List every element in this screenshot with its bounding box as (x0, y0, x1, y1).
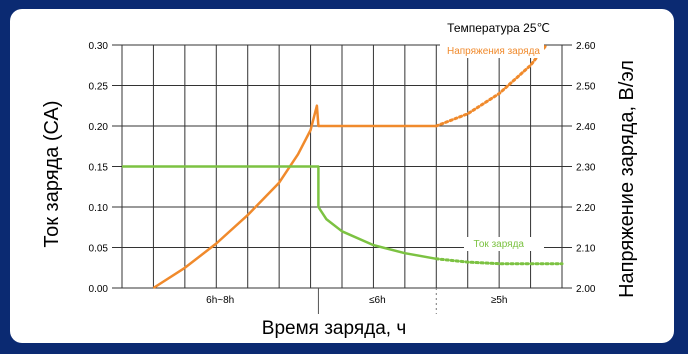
series-line-solid (122, 165, 437, 261)
y-tick-label-left: 0.00 (89, 284, 109, 295)
y-tick-label-left: 0.15 (89, 163, 109, 174)
series-labels: Напряжения заряда Ток заряда (440, 44, 544, 251)
x-sections: 6h~8h ≤6h ≥5h (112, 287, 572, 314)
series-line-solid (152, 104, 437, 290)
series-label-voltage: Напряжения заряда (447, 46, 540, 57)
temperature-annotation: Температура 25℃ (447, 21, 550, 35)
x-axis-label: Время заряда, ч (262, 318, 406, 339)
y-tick-label-left: 0.30 (89, 41, 109, 52)
y-axis-label-right: Напряжение заряда, В/эл (616, 60, 638, 298)
series-label-current: Ток заряда (474, 239, 525, 250)
y-tick-label-right: 2.30 (576, 163, 596, 174)
y-tick-label-right: 2.60 (576, 41, 596, 52)
y-ticks-left: 0.00 0.05 0.10 0.15 0.20 0.25 0.30 (89, 41, 109, 295)
chart-panel: Ток заряда (СА) Напряжение заряда, В/эл … (10, 9, 674, 343)
x-section-label: 6h~8h (206, 295, 234, 306)
y-tick-label-right: 2.40 (576, 122, 596, 133)
y-tick-label-right: 2.50 (576, 82, 596, 93)
x-section-label: ≥5h (491, 295, 508, 306)
chart: Ток заряда (СА) Напряжение заряда, В/эл … (41, 21, 638, 339)
y-tick-label-right: 2.20 (576, 203, 596, 214)
y-ticks-right: 2.00 2.10 2.20 2.30 2.40 2.50 2.60 (576, 41, 596, 295)
y-tick-label-left: 0.20 (89, 122, 109, 133)
x-section-label: ≤6h (369, 295, 386, 306)
series-line-dotted (434, 43, 548, 128)
series-line-dotted (434, 257, 564, 266)
y-tick-label-left: 0.05 (89, 244, 109, 255)
series-label-bg (440, 44, 544, 58)
y-tick-label-right: 2.00 (576, 284, 596, 295)
series-label-bg (464, 237, 544, 251)
y-tick-label-right: 2.10 (576, 244, 596, 255)
series (122, 43, 564, 290)
y-tick-label-left: 0.10 (89, 203, 109, 214)
y-tick-label-left: 0.25 (89, 82, 109, 93)
y-axis-label-left: Ток заряда (СА) (41, 100, 63, 247)
